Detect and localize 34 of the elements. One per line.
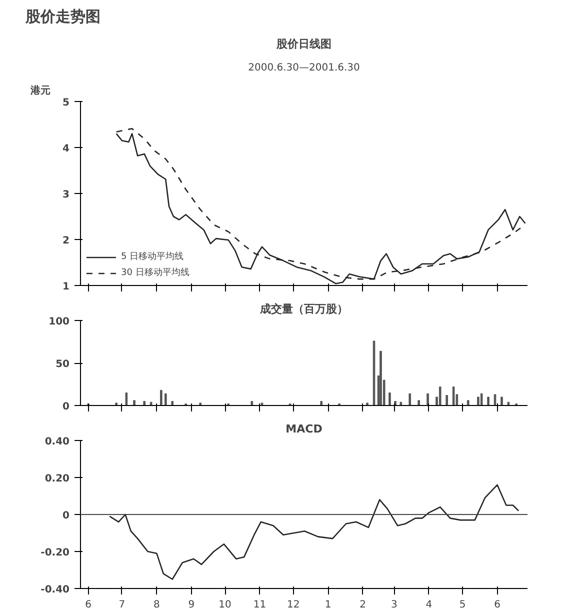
y-tick-label: 4 <box>62 144 70 154</box>
x-tick-label: 7 <box>118 600 126 610</box>
y-tick-label: -0.40 <box>40 584 70 596</box>
x-tick-label: 4 <box>426 600 432 610</box>
chart-subtitle: 2000.6.30—2001.6.30 <box>248 62 360 74</box>
x-tick-label: 2 <box>360 600 366 610</box>
chart-title: 股价日线图 <box>276 38 332 50</box>
y-tick-label: 0.20 <box>44 474 70 484</box>
chart-title: MACD <box>286 422 322 436</box>
y-tick-label: 100 <box>48 316 70 328</box>
text: 股价走势图 <box>24 8 100 26</box>
x-tick-label: 1 <box>324 600 332 610</box>
legend-label: 5 日移动平均线 <box>121 250 184 263</box>
x-tick-label: 6 <box>85 600 92 610</box>
x-tick-label: 12 <box>286 600 300 610</box>
y-tick-label: 50 <box>56 359 70 370</box>
x-tick-label: 5 <box>459 600 466 610</box>
y-tick-label: 0 <box>62 510 70 522</box>
y-tick-label: -0.20 <box>40 548 70 558</box>
y-tick-label: 1 <box>62 282 70 292</box>
y-tick-label: 2 <box>62 236 70 246</box>
x-tick-label: 11 <box>253 600 266 610</box>
x-tick-label: 9 <box>188 600 195 610</box>
y-tick-label: 5 <box>62 98 70 108</box>
y-axis-title: 港元 <box>30 84 50 96</box>
x-tick-label: 6 <box>494 600 500 610</box>
chart-title: 成交量（百万股） <box>259 302 348 316</box>
y-tick-label: 0 <box>62 402 70 412</box>
x-tick-label: 8 <box>154 600 160 610</box>
y-tick-label: 0.40 <box>44 436 70 448</box>
x-tick-label: 10 <box>218 600 232 610</box>
legend-label: 30 日移动平均线 <box>121 266 190 279</box>
y-tick-label: 3 <box>62 190 70 200</box>
x-tick-label: 3 <box>391 600 398 610</box>
